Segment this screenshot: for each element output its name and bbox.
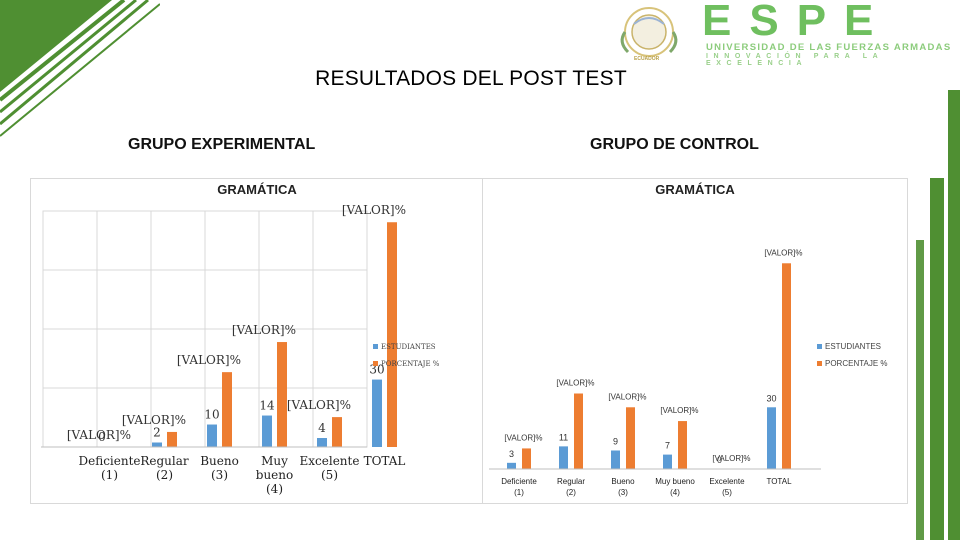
category-label: Regular (2) — [557, 477, 585, 497]
data-label-estudiantes: 0 — [717, 455, 722, 465]
bar-porcentaje — [678, 421, 687, 469]
bar-estudiantes — [152, 442, 162, 447]
data-label-porcentaje: [VALOR]% — [764, 248, 802, 257]
data-label-porcentaje: [VALOR]% — [67, 428, 131, 442]
bar-porcentaje — [522, 448, 531, 469]
bar-porcentaje — [167, 431, 177, 447]
chart-title: GRAMÁTICA — [655, 182, 735, 197]
group-control-title: GRUPO DE CONTROL — [590, 136, 759, 153]
data-label-estudiantes: 11 — [559, 432, 568, 442]
legend-label: ESTUDIANTES — [825, 342, 881, 351]
university-seal-icon — [620, 7, 678, 57]
data-label-estudiantes: 2 — [153, 426, 161, 440]
data-label-porcentaje: [VALOR]% — [712, 454, 750, 463]
logo-line2: INNOVACIÓN PARA LA EXCELENCIA — [706, 53, 884, 67]
data-label-porcentaje: [VALOR]% — [232, 323, 296, 337]
data-label-porcentaje: [VALOR]% — [287, 398, 351, 412]
control-chart-svg: 3 [VALOR]% Deficiente (1) 11 [VALOR]% Regular(… — [489, 248, 888, 497]
espe-logo: ECUADOR ESPE UNIVERSIDAD DE LAS FUERZAS … — [610, 0, 960, 67]
legend-label: PORCENTAJE % — [825, 359, 888, 368]
category-label: Excelente (5) — [300, 454, 360, 482]
bar-estudiantes — [663, 454, 672, 469]
data-label-estudiantes: 4 — [318, 421, 326, 435]
category-label: Muy bueno (4) — [256, 454, 293, 496]
category-label: Bueno (3) — [200, 454, 239, 482]
data-label-estudiantes: 7 — [665, 441, 670, 451]
bar-porcentaje — [574, 393, 583, 469]
data-label-estudiantes: 9 — [613, 436, 618, 446]
bar-estudiantes — [611, 450, 620, 469]
category-label: Regular (2) — [140, 454, 189, 482]
data-label-porcentaje: [VALOR]% — [122, 413, 186, 427]
category-label: Deficiente (1) — [78, 454, 140, 482]
bar-porcentaje — [782, 263, 791, 469]
category-label: Bueno (3) — [611, 477, 635, 497]
bar-estudiantes — [767, 407, 776, 469]
bar-estudiantes — [207, 424, 217, 447]
bar-porcentaje — [387, 222, 397, 447]
data-label-estudiantes: 10 — [204, 408, 219, 422]
experimental-chart-svg: 0[VALOR]%Deficiente (1)2[VALOR]%Regular (2… — [41, 203, 440, 496]
bar-porcentaje — [332, 417, 342, 447]
data-label-porcentaje: [VALOR]% — [504, 433, 542, 442]
bar-estudiantes — [559, 446, 568, 469]
logo-wordmark: ESPE — [702, 0, 892, 45]
data-label-estudiantes: 30 — [369, 363, 384, 377]
chart-title: GRAMÁTICA — [217, 182, 297, 197]
category-label: Excelente (5) — [709, 477, 745, 497]
legend-label: PORCENTAJE % — [381, 360, 440, 368]
slide-title: RESULTADOS DEL POST TEST — [315, 67, 627, 90]
data-label-porcentaje: [VALOR]% — [608, 392, 646, 401]
bar-porcentaje — [277, 342, 287, 447]
data-label-estudiantes: 3 — [509, 449, 514, 459]
legend-swatch — [373, 361, 378, 366]
legend-swatch — [817, 344, 822, 349]
data-label-estudiantes: 30 — [766, 393, 776, 403]
category-label: TOTAL — [364, 454, 406, 468]
experimental-chart: GRAMÁTICA 0 [VALOR]% Deficiente (1) 2 [VALOR]… — [30, 178, 484, 504]
logo-line1: UNIVERSIDAD DE LAS FUERZAS ARMADAS — [706, 42, 952, 53]
bar-estudiantes — [317, 438, 327, 447]
data-label-porcentaje: [VALOR]% — [556, 379, 594, 388]
data-label-porcentaje: [VALOR]% — [342, 203, 406, 217]
data-label-porcentaje: [VALOR]% — [660, 406, 698, 415]
category-label: TOTAL — [766, 477, 792, 486]
bar-porcentaje — [626, 407, 635, 469]
legend-swatch — [373, 344, 378, 349]
category-label: Muy bueno (4) — [655, 477, 695, 497]
control-chart: GRAMÁTICA 3 [VALOR]% Deficiente (1) 11 [VALOR… — [482, 178, 908, 504]
bar-estudiantes — [507, 462, 516, 469]
bar-estudiantes — [372, 379, 382, 447]
data-label-estudiantes: 0 — [98, 430, 106, 444]
category-label: Deficiente (1) — [501, 477, 537, 497]
corner-decoration — [0, 0, 160, 137]
data-label-estudiantes: 14 — [259, 399, 275, 413]
right-decoration — [916, 90, 960, 540]
group-experimental-title: GRUPO EXPERIMENTAL — [128, 136, 316, 153]
legend-label: ESTUDIANTES — [381, 343, 436, 351]
data-label-porcentaje: [VALOR]% — [177, 353, 241, 367]
seal-caption: ECUADOR — [634, 56, 660, 62]
legend-swatch — [817, 361, 822, 366]
bar-estudiantes — [262, 415, 272, 447]
bar-porcentaje — [222, 372, 232, 447]
